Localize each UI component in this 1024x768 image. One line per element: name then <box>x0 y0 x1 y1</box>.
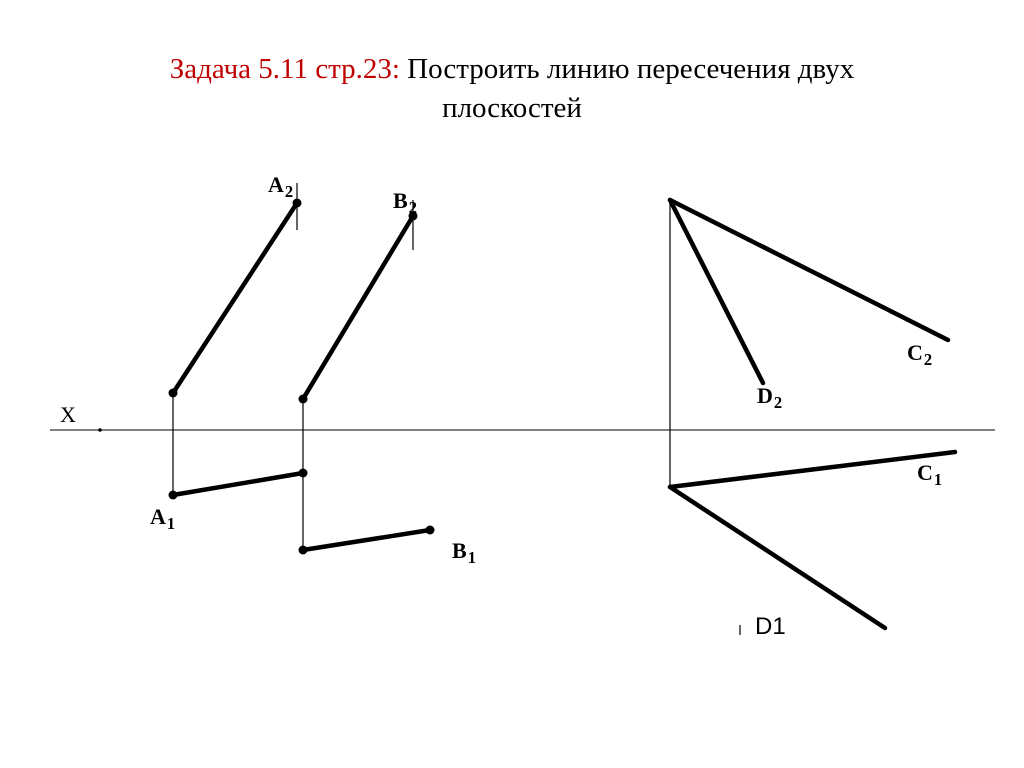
projection-diagram <box>0 0 1024 768</box>
label-B2: В2 <box>393 188 417 218</box>
label-C1: С1 <box>917 460 942 490</box>
label-D1: D1 <box>755 613 786 641</box>
label-A2: А2 <box>268 172 293 202</box>
label-A1: А1 <box>150 504 175 534</box>
label-B1: В1 <box>452 538 476 568</box>
label-C2: С2 <box>907 340 932 370</box>
label-D2: D2 <box>757 383 782 413</box>
